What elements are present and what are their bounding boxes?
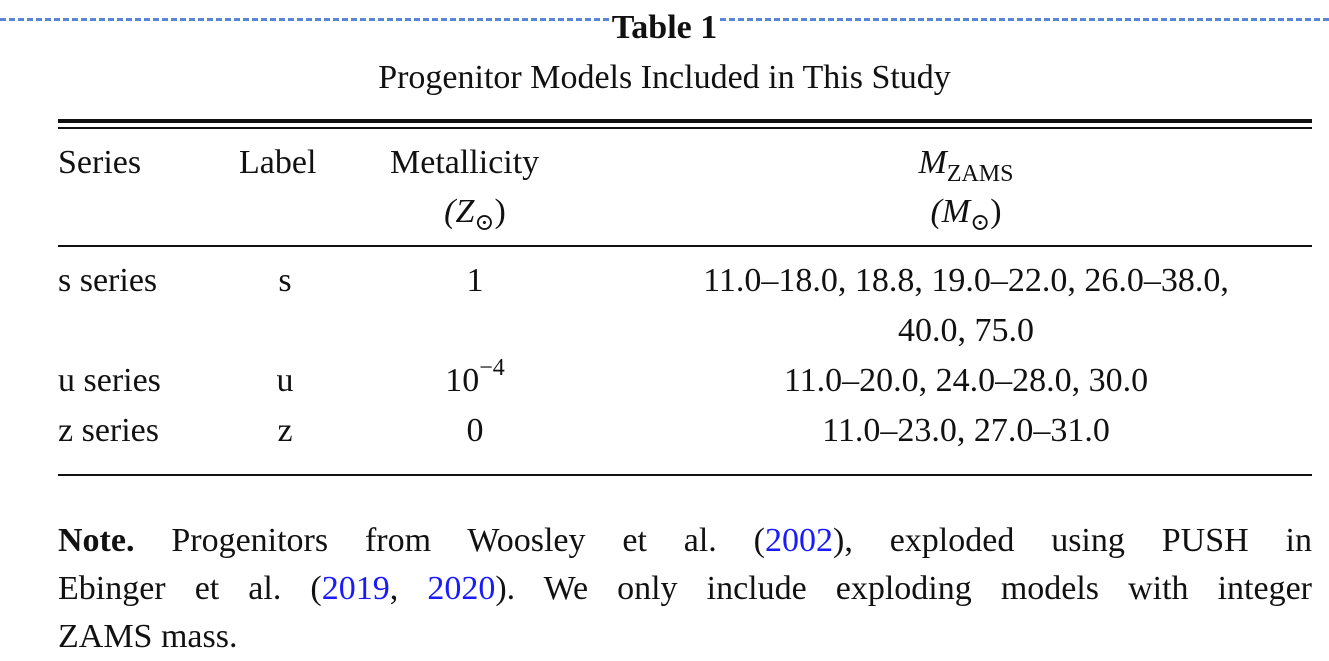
ref-link-2020[interactable]: 2020 — [427, 570, 496, 607]
note-line-1: Note. Progenitors from Woosley et al. (2… — [58, 522, 1312, 559]
row-s-label: s — [278, 262, 292, 299]
header-series: Series — [58, 144, 142, 181]
bottom-rule — [58, 474, 1312, 476]
ref-link-2019[interactable]: 2019 — [321, 570, 390, 607]
ref-link-2002[interactable]: 2002 — [765, 522, 833, 559]
header-metallicity-unit: (Z⊙) — [444, 193, 506, 236]
row-z-metallicity: 0 — [466, 412, 484, 449]
row-z-label: z — [277, 412, 293, 449]
header-rule — [58, 245, 1312, 247]
row-u-series: u series — [58, 362, 161, 399]
top-rule-thick — [58, 119, 1312, 123]
note-label: Note. — [58, 522, 135, 559]
header-metallicity: Metallicity — [390, 144, 540, 181]
row-s-series: s series — [58, 262, 158, 299]
note-line-3: ZAMS mass. — [58, 618, 238, 655]
row-s-mass-line1: 11.0–18.0, 18.8, 19.0–22.0, 26.0–38.0, — [703, 262, 1229, 299]
row-u-mass: 11.0–20.0, 24.0–28.0, 30.0 — [783, 362, 1149, 399]
table-subtitle: Progenitor Models Included in This Study — [378, 59, 951, 96]
table-note: Note. Progenitors from Woosley et al. (2… — [58, 517, 1312, 661]
row-z-mass: 11.0–23.0, 27.0–31.0 — [822, 412, 1110, 449]
row-s-mass-line2: 40.0, 75.0 — [898, 312, 1034, 349]
header-mass: MZAMS — [918, 144, 1014, 187]
row-u-label: u — [276, 362, 294, 399]
top-rule-thin — [58, 127, 1312, 129]
header-label: Label — [239, 144, 317, 181]
note-line-2: Ebinger et al. (2019, 2020). We only inc… — [58, 570, 1313, 607]
row-z-series: z series — [58, 412, 160, 449]
table-title: Table 1 — [609, 9, 720, 46]
row-s-metallicity: 1 — [466, 262, 484, 299]
row-u-metallicity: 10−4 — [445, 354, 505, 399]
header-mass-unit: (M⊙) — [930, 193, 1002, 236]
